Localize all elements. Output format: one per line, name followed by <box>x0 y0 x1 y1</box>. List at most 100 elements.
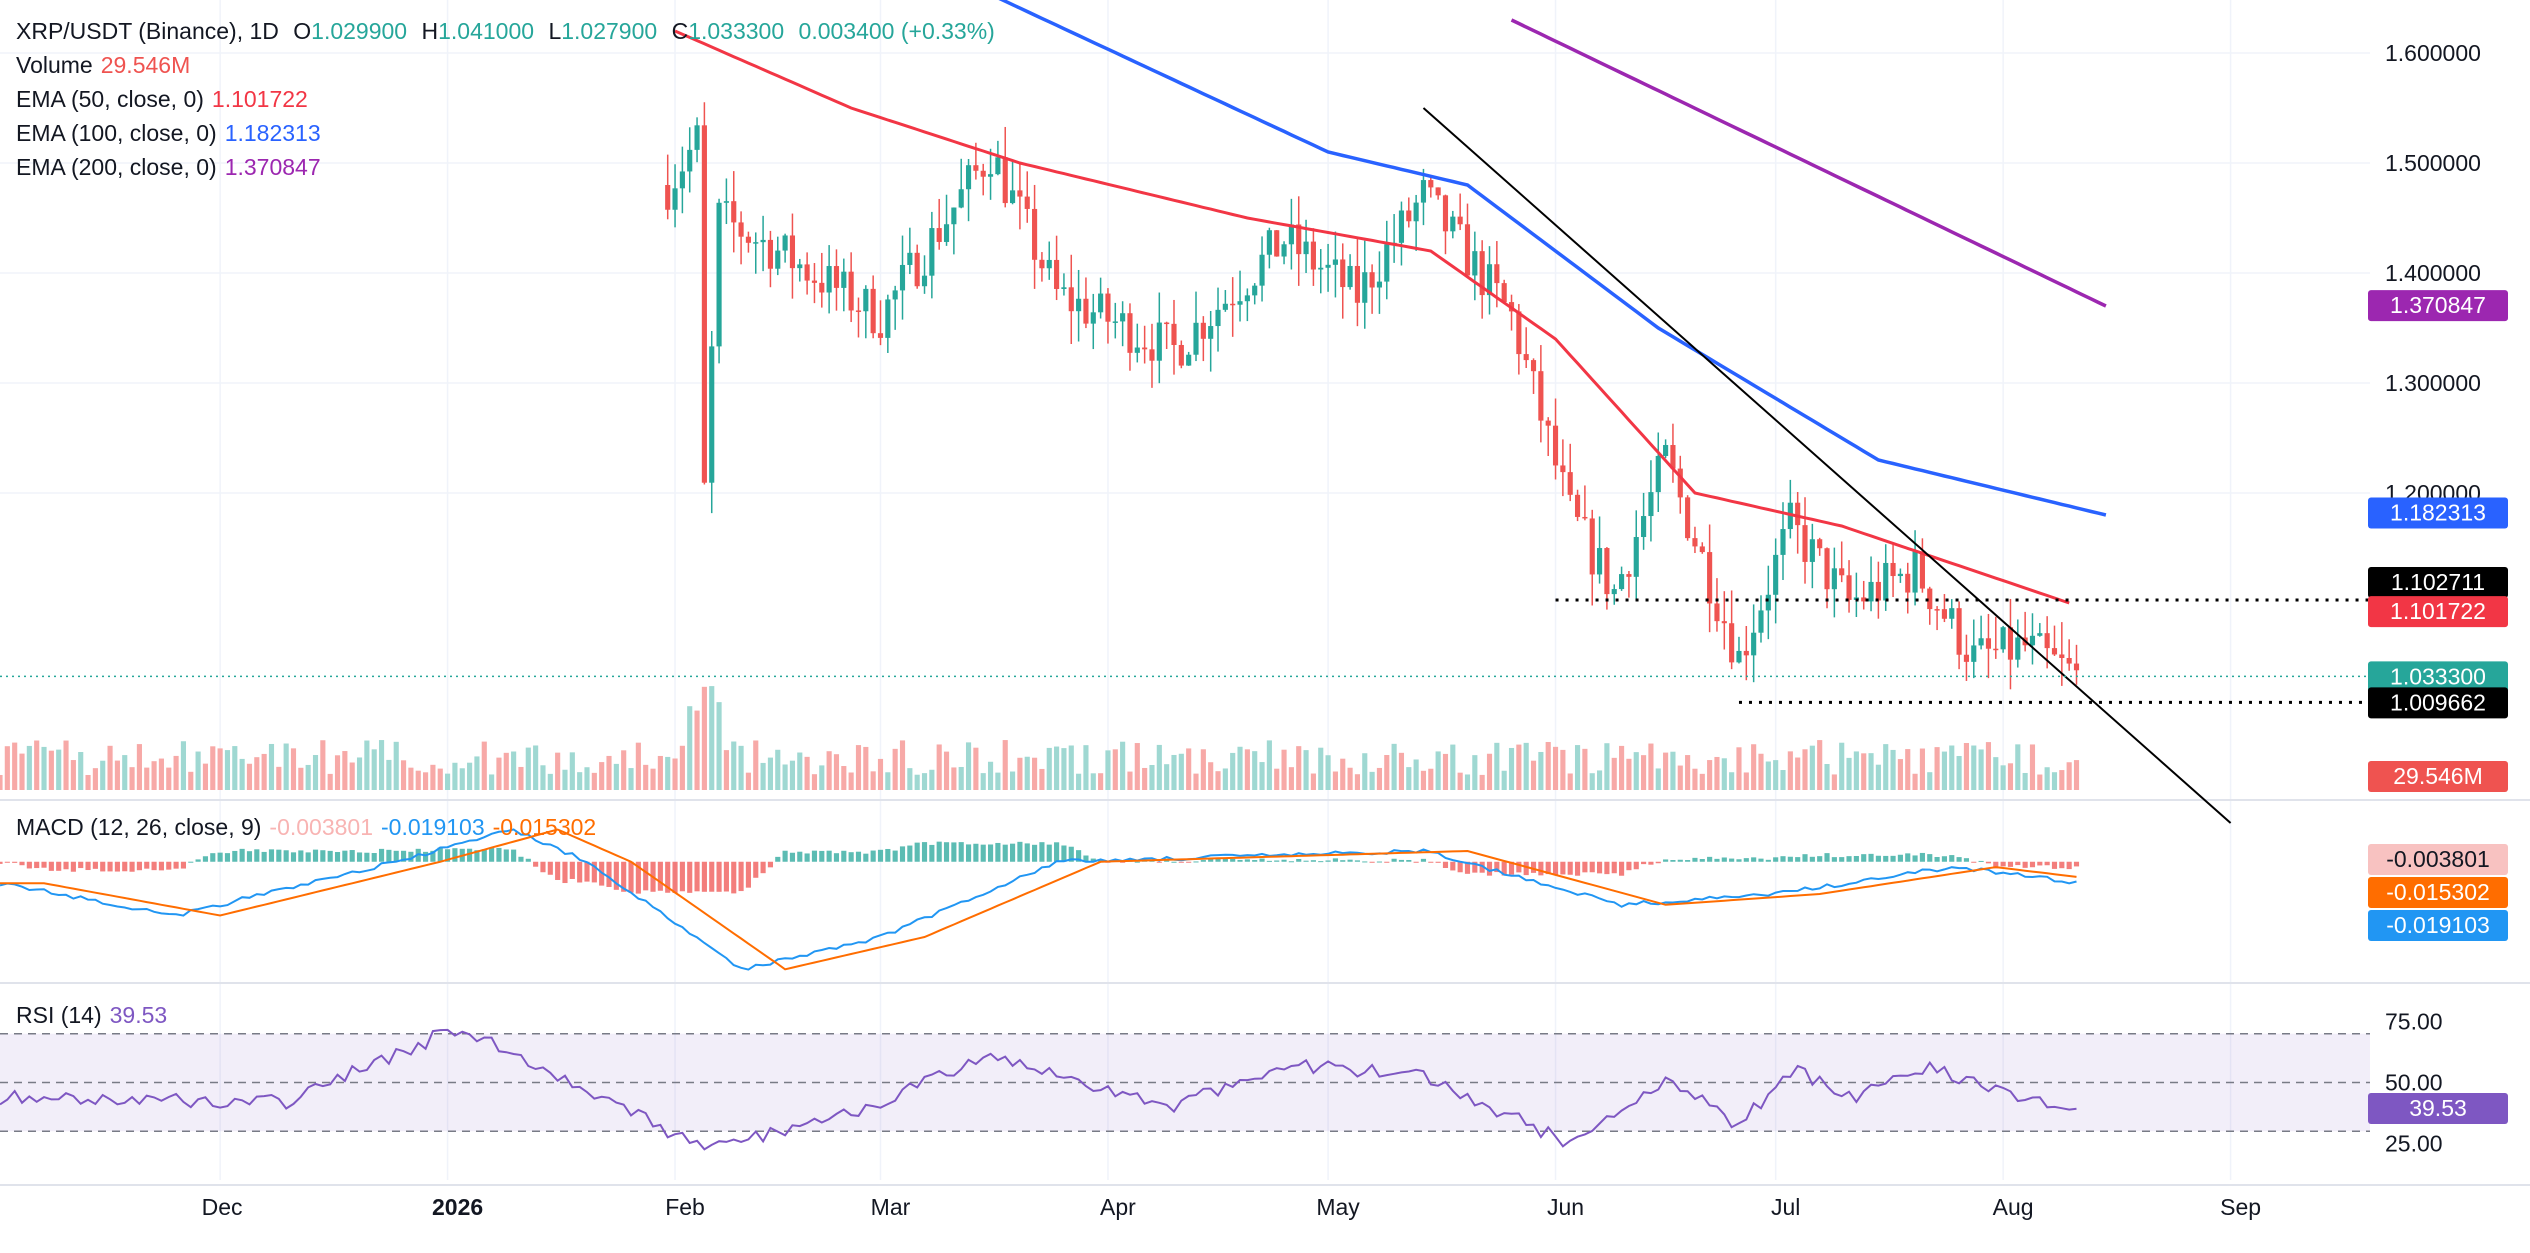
volume-bar <box>1619 745 1625 790</box>
macd-histogram-bar <box>1296 859 1302 862</box>
volume-bar <box>892 748 898 790</box>
volume-bar <box>2022 772 2028 790</box>
volume-bar <box>92 768 98 790</box>
candle-body <box>1098 293 1104 313</box>
candle-body <box>1406 210 1412 222</box>
volume-bar <box>12 742 18 790</box>
macd-histogram-bar <box>210 853 216 862</box>
candle-body <box>2066 658 2072 664</box>
candle-body <box>1963 654 1970 662</box>
volume-bar <box>378 740 385 790</box>
volume-bar <box>1347 767 1353 790</box>
ema200-line <box>1510 18 2107 308</box>
volume-bar <box>180 741 187 790</box>
macd-histogram-bar <box>973 843 979 862</box>
volume-bar <box>628 768 634 790</box>
volume-bar <box>540 765 546 790</box>
volume-bar <box>2007 763 2014 790</box>
candle-body <box>1574 494 1581 517</box>
macd-histogram-bar <box>1824 853 1830 862</box>
macd-histogram-bar <box>591 861 597 883</box>
volume-bar <box>1442 753 1449 790</box>
volume-bar <box>1868 753 1874 790</box>
macd-histogram-bar <box>1508 861 1515 875</box>
macd-histogram-bar <box>1156 861 1162 863</box>
candle-body <box>1516 311 1522 355</box>
macd-histogram-bar <box>1846 856 1852 862</box>
candle-body <box>782 235 788 251</box>
volume-bar <box>1178 753 1184 790</box>
time-axis-label: Dec <box>202 1194 243 1220</box>
volume-bar <box>1883 744 1889 790</box>
volume-bar <box>2044 767 2050 790</box>
volume-bar <box>1574 745 1581 790</box>
macd-histogram-bar <box>1868 853 1874 862</box>
volume-bar <box>1156 744 1162 790</box>
time-axis-label: Apr <box>1100 1194 1136 1220</box>
volume-bar <box>1406 767 1412 790</box>
rsi-legend: RSI (14) 39.53 <box>16 1002 175 1029</box>
candle-body <box>1765 594 1771 611</box>
volume-bar <box>202 763 209 790</box>
candle-body <box>1530 360 1537 372</box>
volume-bar <box>1934 747 1940 790</box>
macd-histogram-bar <box>1494 861 1500 873</box>
candle-body <box>1743 650 1749 656</box>
volume-bar <box>1420 770 1427 790</box>
macd-histogram-bar <box>1090 858 1096 862</box>
ema100-value: 1.182313 <box>224 120 321 146</box>
candle-body <box>1156 322 1162 361</box>
volume-bar <box>1325 755 1331 790</box>
macd-histogram-bar <box>804 853 810 862</box>
macd-histogram-bar <box>2066 861 2072 870</box>
volume-bar <box>1949 745 1955 790</box>
ema50-label: EMA (50, close, 0) <box>16 86 204 112</box>
price-badge: 1.009662 <box>2390 689 2486 715</box>
candle-body <box>1868 581 1874 602</box>
volume-bar <box>334 755 341 790</box>
volume-bar <box>1596 770 1603 790</box>
candle-body <box>1685 497 1691 539</box>
macd-histogram-bar <box>19 861 25 866</box>
volume-bar <box>775 749 781 790</box>
macd-histogram-bar <box>1567 861 1573 875</box>
volume-bar <box>973 747 979 790</box>
candle-body <box>1310 241 1316 270</box>
price-badge-bg <box>2368 661 2508 693</box>
volume-bar <box>767 757 774 790</box>
volume-bar <box>965 742 972 790</box>
candle-body <box>2007 627 2014 660</box>
candle-body <box>2029 635 2036 646</box>
macd-histogram-bar <box>577 861 583 883</box>
macd-histogram-bar <box>657 861 663 891</box>
candle-body <box>1552 425 1559 466</box>
candle-body <box>1288 224 1294 245</box>
price-badge: 1.102711 <box>2391 569 2485 595</box>
candle-body <box>951 207 957 225</box>
volume-bar <box>173 755 179 790</box>
macd-histogram-bar <box>12 861 18 863</box>
volume-bar <box>408 767 414 790</box>
candle-body <box>1083 298 1089 324</box>
macd-histogram-bar <box>195 859 201 862</box>
rsi-line <box>0 1028 2077 1151</box>
macd-histogram-bar <box>1993 861 1999 869</box>
volume-bar <box>1112 749 1118 790</box>
volume-bar <box>1244 749 1250 790</box>
volume-bar <box>1428 768 1434 790</box>
macd-histogram-bar <box>1773 857 1779 862</box>
macd-histogram-bar <box>283 850 289 862</box>
candle-body <box>1420 180 1427 203</box>
volume-bar <box>2073 760 2080 790</box>
candle-body <box>1208 326 1214 339</box>
volume-bar <box>533 745 539 790</box>
macd-histogram-bar <box>445 849 451 862</box>
macd-histogram-bar <box>907 845 913 862</box>
macd-histogram-bar <box>467 848 473 862</box>
high-label: H <box>421 18 439 44</box>
macd-histogram-bar <box>2059 861 2065 869</box>
volume-bar <box>1134 743 1140 790</box>
volume-bar <box>716 702 722 790</box>
macd-histogram-bar <box>914 842 920 862</box>
